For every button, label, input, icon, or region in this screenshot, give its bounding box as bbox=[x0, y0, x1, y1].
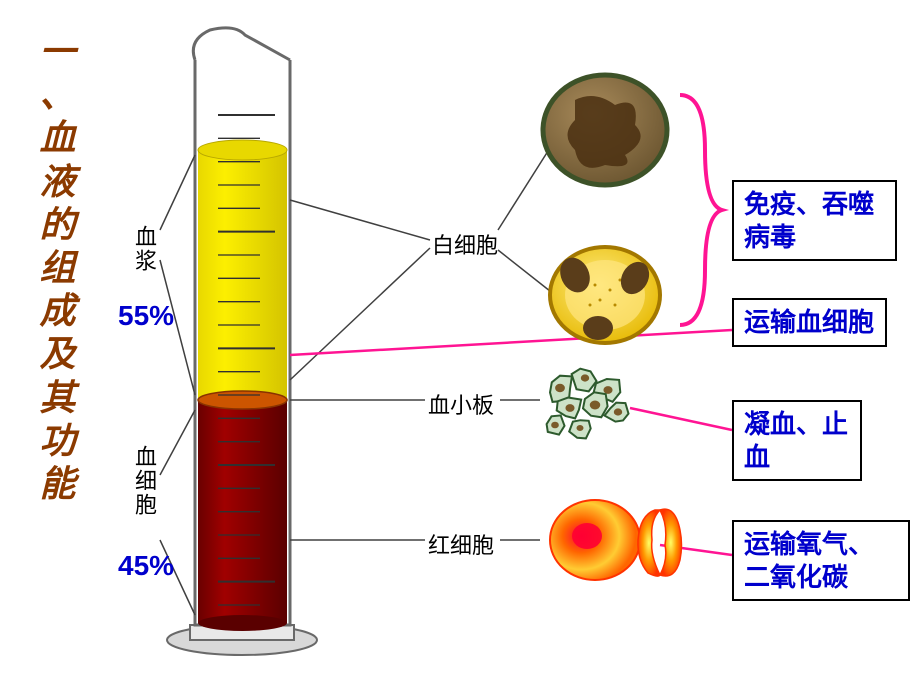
wbc-cell-2 bbox=[550, 247, 660, 343]
rbc-label: 红细胞 bbox=[428, 528, 494, 560]
plasma-leader bbox=[160, 155, 195, 395]
rbc-side bbox=[638, 509, 682, 576]
wbc-cell-1 bbox=[543, 75, 667, 185]
rbc-function-box: 运输氧气、二氧化碳 bbox=[732, 520, 910, 601]
platelet-label: 血小板 bbox=[428, 388, 494, 420]
platelet-function-box: 凝血、止血 bbox=[732, 400, 862, 481]
cells-percent: 45% bbox=[118, 550, 174, 582]
plasma-percent: 55% bbox=[118, 300, 174, 332]
wbc-to-cell2 bbox=[498, 250, 555, 295]
wbc-label: 白细胞 bbox=[432, 228, 498, 260]
pink-platelet-line bbox=[630, 408, 732, 430]
plasma-function-box: 运输血细胞 bbox=[732, 298, 887, 347]
cells-label: 血细胞 bbox=[128, 445, 160, 517]
cylinder-spout bbox=[193, 28, 290, 60]
cells-leader bbox=[160, 410, 195, 615]
plasma-layer bbox=[198, 150, 287, 400]
cells-bottom-ellipse bbox=[198, 615, 287, 631]
pink-plasma-line bbox=[290, 330, 732, 355]
interface-ellipse bbox=[198, 391, 287, 409]
plasma-label: 血浆 bbox=[128, 225, 160, 273]
wbc-bracket bbox=[680, 95, 722, 325]
rbc-front bbox=[550, 500, 640, 580]
platelet-cluster bbox=[547, 369, 629, 439]
wbc-function-box: 免疫、吞噬病毒 bbox=[732, 180, 897, 261]
plasma-top-ellipse bbox=[198, 140, 287, 160]
